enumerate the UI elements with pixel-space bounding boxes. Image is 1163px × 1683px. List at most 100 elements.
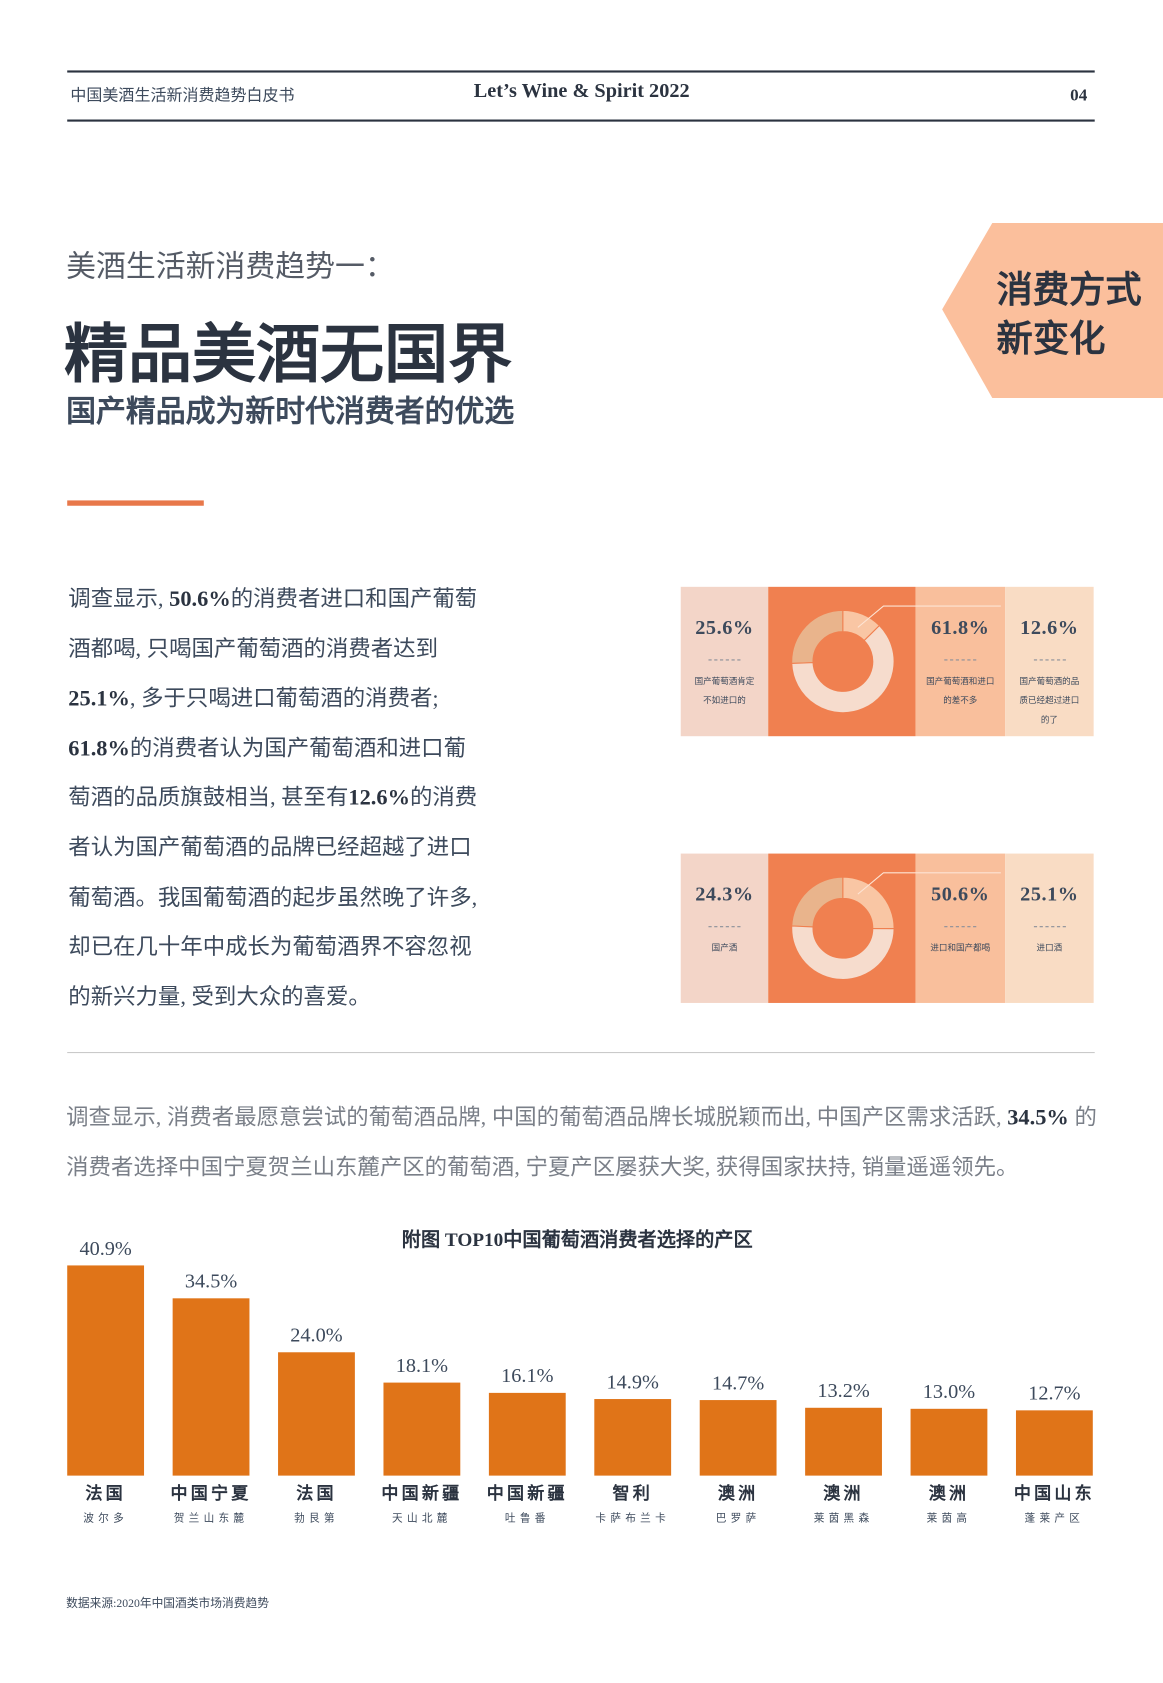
summary-paragraph: 调查显示, 消费者最愿意尝试的葡萄酒品牌, 中国的葡萄酒品牌长城脱颖而出, 中国… [66, 1093, 1101, 1192]
page-number: 04 [1070, 86, 1088, 105]
donut-segment [791, 609, 844, 665]
category-label: 澳洲 [823, 1483, 864, 1503]
chart-title: 附图 TOP10中国葡萄酒消费者选择的产区 [402, 1228, 753, 1251]
leader-line [857, 605, 1001, 628]
text-run: 调查显示, 消费者最愿意尝试的葡萄酒品牌, 中国的葡萄酒品牌长城脱颖而出, 中国… [66, 1104, 1008, 1130]
value-label: 16.1% [501, 1365, 553, 1387]
value-box: 25.6% 国产葡萄酒肯定不如进口的 [680, 586, 769, 737]
caption: 国产葡萄酒的品质已经超过进口的了 [1019, 676, 1080, 725]
emphasis: 25.1% [68, 685, 130, 711]
donut [791, 605, 1001, 714]
value-box: 24.3% 国产酒 [680, 853, 769, 1003]
value-label: 40.9% [79, 1238, 131, 1260]
dash [944, 659, 977, 661]
header-center: Let’s Wine & Spirit 2022 [473, 80, 690, 103]
donut-segment [791, 624, 895, 714]
bar [278, 1352, 355, 1476]
category-label: 中国山东 [1014, 1483, 1095, 1503]
emphasis: 34.5% [1007, 1104, 1069, 1130]
text-run: , 多于只喝进口葡萄酒的消费者; [129, 685, 439, 711]
tag-shape [942, 222, 1163, 398]
category-label: 中国新疆 [487, 1483, 568, 1503]
dash [944, 926, 977, 928]
bar [67, 1265, 145, 1476]
emphasis: 50.6% [169, 585, 231, 612]
region-label: 贺兰山东麓 [174, 1511, 249, 1524]
bar [805, 1407, 882, 1476]
region-label: 卡萨布兰卡 [595, 1511, 670, 1524]
region-label: 天山北麓 [392, 1511, 452, 1524]
kicker: 美酒生活新消费趋势一： [66, 250, 395, 284]
accent-bar [67, 500, 204, 506]
caption: 进口酒 [1036, 943, 1063, 953]
text-run: 的消费者认为国产葡萄酒的品牌已经超越了进口葡萄酒。我国葡萄酒的起步虽然晚了许多,… [68, 784, 478, 1010]
bar [594, 1399, 672, 1476]
value-label: 24.0% [290, 1325, 342, 1347]
donut-panel: 24.3% 国产酒 50.6% 进口和国产都喝 25.1% 进口酒 [680, 853, 1094, 1003]
category-label: 智利 [612, 1483, 653, 1503]
value-label: 14.7% [712, 1372, 764, 1394]
value-box: 50.6% 进口和国产都喝 [915, 853, 1006, 1003]
category-label: 澳洲 [929, 1483, 970, 1503]
region-label: 莱茵高 [927, 1511, 972, 1524]
dash [1033, 659, 1066, 661]
text-run: 的消费者认为国产葡萄酒和进口葡萄酒的品质旗鼓相当, 甚至有 [68, 734, 466, 811]
donut-segment [842, 876, 895, 930]
region-label: 莱茵黑森 [814, 1511, 874, 1524]
value-label: 12.7% [1028, 1383, 1080, 1405]
value-box: 25.1% 进口酒 [1005, 853, 1094, 1003]
value-label: 13.0% [923, 1381, 975, 1403]
tag-line: 消费方式 [996, 271, 1142, 311]
caption: 国产葡萄酒和进口的差不多 [926, 676, 995, 706]
caption: 国产葡萄酒肯定不如进口的 [694, 676, 755, 706]
value-label: 18.1% [396, 1355, 448, 1377]
value-box: 61.8% 国产葡萄酒和进口的差不多 [915, 586, 1006, 737]
donut-segment [791, 876, 844, 928]
value-label: 14.9% [607, 1371, 659, 1393]
tag-text: 消费方式 新变化 [997, 267, 1142, 365]
intro-paragraph: 调查显示, 50.6%的消费者进口和国产葡萄酒都喝, 只喝国产葡萄酒的消费者达到… [68, 574, 486, 1021]
caption: 国产酒 [711, 943, 738, 953]
bar [910, 1408, 988, 1476]
source-note: 数据来源:2020年中国酒类市场消费趋势 [66, 1597, 269, 1611]
bar [383, 1382, 461, 1476]
leader-line [857, 872, 1001, 895]
region-label: 波尔多 [83, 1511, 128, 1524]
bar [488, 1392, 566, 1476]
text-run: 的消费者选择中国宁夏贺兰山东麓产区的葡萄酒, 宁夏产区屡获大奖, 获得国家扶持,… [66, 1104, 1097, 1180]
dash [1033, 926, 1066, 928]
donut-segment [791, 925, 895, 980]
donut [791, 872, 1001, 980]
region-label: 蓬莱产区 [1025, 1511, 1085, 1524]
bar [172, 1298, 250, 1476]
category-label: 中国宁夏 [171, 1483, 252, 1503]
category-label: 中国新疆 [381, 1483, 462, 1503]
emphasis: 61.8% [68, 734, 130, 761]
donut-panel: 25.6% 国产葡萄酒肯定不如进口的 61.8% 国产葡萄酒和进口的差不多 12.6% 国… [680, 586, 1094, 737]
section-title: 精品美酒无国界 [64, 320, 513, 391]
emphasis: 12.6% [348, 784, 410, 811]
section-subtitle: 国产精品成为新时代消费者的优选 [66, 395, 515, 429]
header-left: 中国美酒生活新消费趋势白皮书 [70, 87, 295, 105]
category-label: 法国 [85, 1483, 126, 1503]
header-rule [67, 119, 1095, 122]
tag [942, 222, 1163, 398]
category-label: 法国 [296, 1483, 337, 1503]
value-label: 34.5% [185, 1271, 237, 1293]
text-run: 的消费者进口和国产葡萄酒都喝, 只喝国产葡萄酒的消费者达到 [68, 585, 478, 662]
value-label: 25.6% [695, 616, 754, 640]
value-box: 12.6% 国产葡萄酒的品质已经超过进口的了 [1005, 586, 1094, 737]
caption: 进口和国产都喝 [930, 943, 991, 953]
divider [67, 1052, 1095, 1054]
value-label: 61.8% [931, 616, 990, 640]
bar [699, 1400, 777, 1476]
tag-line: 新变化 [996, 320, 1106, 360]
value-label: 24.3% [695, 883, 754, 906]
region-label: 巴罗萨 [716, 1512, 761, 1524]
region-label: 勃艮第 [294, 1511, 339, 1524]
bar [1015, 1410, 1093, 1476]
value-label: 12.6% [1020, 616, 1079, 640]
